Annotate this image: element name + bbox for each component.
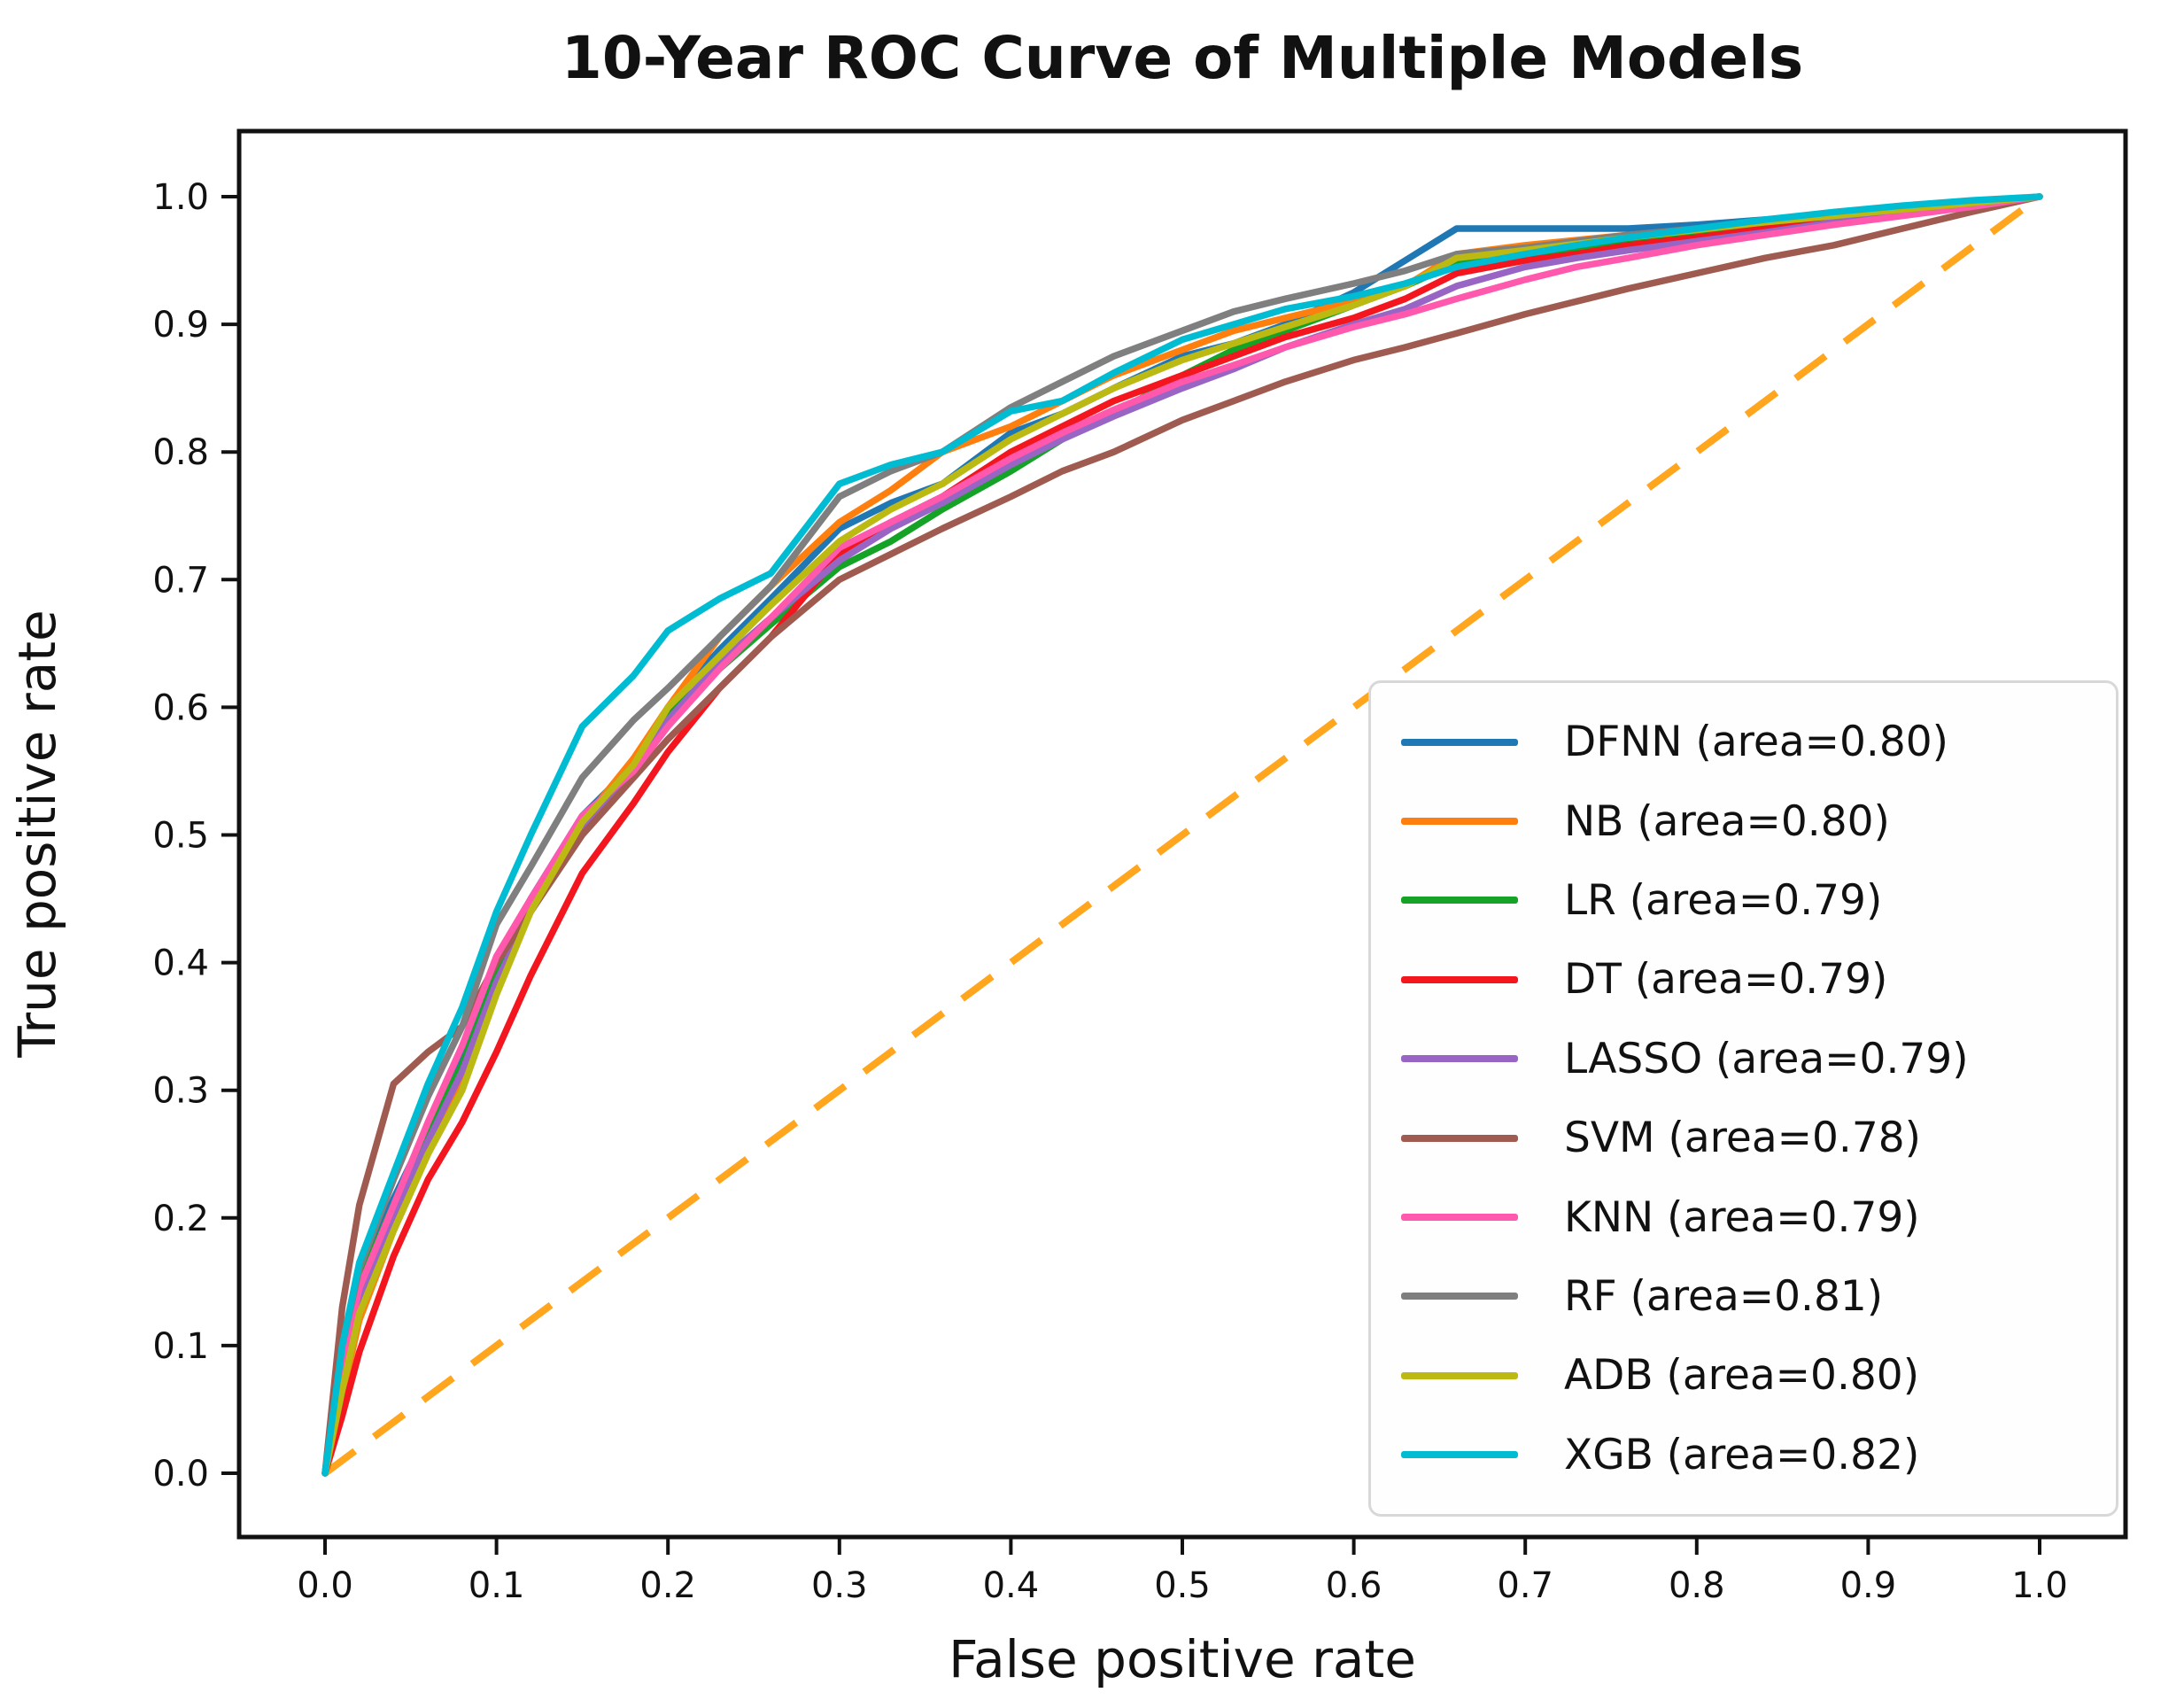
legend-item-svm: SVM (area=0.78) xyxy=(1401,1114,2086,1162)
legend-label: RF (area=0.81) xyxy=(1564,1271,1884,1321)
legend: DFNN (area=0.80) NB (area=0.80) LR (area=0… xyxy=(1368,680,2118,1517)
legend-label: DFNN (area=0.80) xyxy=(1564,718,1948,767)
legend-item-dfnn: DFNN (area=0.80) xyxy=(1401,718,2086,766)
reference-diagonal-line xyxy=(322,193,2042,1477)
legend-label: ADB (area=0.80) xyxy=(1564,1351,1920,1401)
x-tick-label: 0.8 xyxy=(1669,1565,1725,1606)
roc-curve-knn xyxy=(321,193,2043,1477)
legend-label: LASSO (area=0.79) xyxy=(1564,1034,1969,1083)
legend-item-adb: ADB (area=0.80) xyxy=(1401,1351,2086,1400)
legend-item-lasso: LASSO (area=0.79) xyxy=(1401,1035,2086,1083)
plot-area: 0.0 0.1 0.2 0.3 0.4 0.5 0.6 0.7 0.8 0.9 1.0 0.0 0.1 0… xyxy=(152,128,2128,1606)
legend-item-rf: RF (area=0.81) xyxy=(1401,1272,2086,1321)
legend-swatch-dfnn xyxy=(1401,738,1518,746)
y-tick-label: 1.0 xyxy=(152,177,209,218)
legend-label: LR (area=0.79) xyxy=(1564,875,1883,925)
legend-item-lr: LR (area=0.79) xyxy=(1401,876,2086,925)
y-tick-label: 0.8 xyxy=(152,432,209,473)
y-axis-label: True positive rate xyxy=(7,609,67,1058)
y-tick-label: 0.3 xyxy=(152,1071,209,1112)
x-tick-label: 0.9 xyxy=(1840,1565,1897,1606)
roc-curve-xgb xyxy=(321,193,2043,1477)
legend-item-knn: KNN (area=0.79) xyxy=(1401,1193,2086,1242)
legend-label: DT (area=0.79) xyxy=(1564,955,1888,1005)
legend-swatch-adb xyxy=(1401,1371,1518,1379)
legend-swatch-xgb xyxy=(1401,1451,1518,1459)
legend-item-xgb: XGB (area=0.82) xyxy=(1401,1431,2086,1479)
roc-curve-lasso xyxy=(321,193,2043,1477)
legend-label: KNN (area=0.79) xyxy=(1564,1192,1920,1242)
x-tick-label: 0.3 xyxy=(811,1565,868,1606)
legend-item-dt: DT (area=0.79) xyxy=(1401,955,2086,1004)
legend-swatch-dt xyxy=(1401,975,1518,983)
legend-swatch-knn xyxy=(1401,1214,1518,1222)
x-tick-label: 0.7 xyxy=(1497,1565,1553,1606)
y-tick-label: 0.0 xyxy=(152,1454,209,1494)
x-tick-label: 1.0 xyxy=(2011,1565,2068,1606)
x-axis-label: False positive rate xyxy=(949,1629,1416,1689)
legend-swatch-rf xyxy=(1401,1293,1518,1300)
y-tick-label: 0.6 xyxy=(152,687,209,728)
legend-swatch-lasso xyxy=(1401,1055,1518,1063)
roc-curve-dt xyxy=(321,193,2043,1477)
legend-label: SVM (area=0.78) xyxy=(1564,1114,1921,1163)
x-tick-label: 0.5 xyxy=(1154,1565,1211,1606)
legend-label: NB (area=0.80) xyxy=(1564,796,1890,846)
y-tick-label: 0.5 xyxy=(152,816,209,857)
legend-label: XGB (area=0.82) xyxy=(1564,1430,1920,1479)
x-tick-label: 0.6 xyxy=(1326,1565,1382,1606)
legend-swatch-lr xyxy=(1401,897,1518,904)
x-tick-label: 0.0 xyxy=(297,1565,353,1606)
y-tick-label: 0.9 xyxy=(152,305,209,345)
x-tick-label: 0.4 xyxy=(983,1565,1040,1606)
legend-swatch-nb xyxy=(1401,818,1518,826)
y-tick-label: 0.7 xyxy=(152,560,209,601)
y-tick-label: 0.2 xyxy=(152,1199,209,1239)
legend-item-nb: NB (area=0.80) xyxy=(1401,797,2086,846)
y-tick-label: 0.4 xyxy=(152,943,209,984)
y-tick-label: 0.1 xyxy=(152,1326,209,1367)
x-tick-label: 0.2 xyxy=(639,1565,696,1606)
x-tick-label: 0.1 xyxy=(469,1565,525,1606)
legend-swatch-svm xyxy=(1401,1134,1518,1142)
chart-title: 10-Year ROC Curve of Multiple Models xyxy=(561,24,1803,92)
